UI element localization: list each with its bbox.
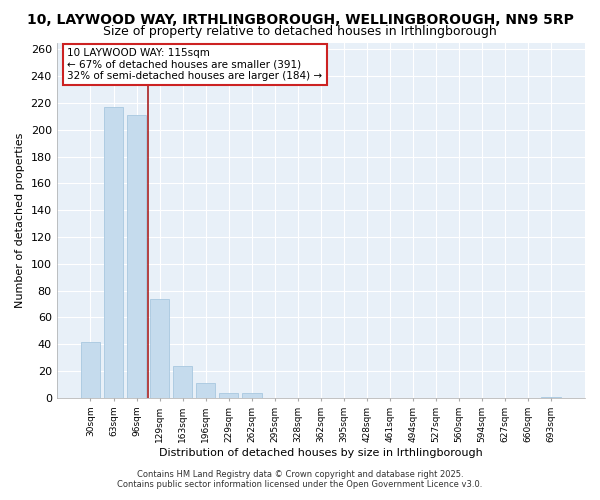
Text: 10 LAYWOOD WAY: 115sqm
← 67% of detached houses are smaller (391)
32% of semi-de: 10 LAYWOOD WAY: 115sqm ← 67% of detached… <box>67 48 322 81</box>
Bar <box>541 396 561 398</box>
Text: 10, LAYWOOD WAY, IRTHLINGBOROUGH, WELLINGBOROUGH, NN9 5RP: 10, LAYWOOD WAY, IRTHLINGBOROUGH, WELLIN… <box>26 12 574 26</box>
Bar <box>196 383 215 398</box>
Text: Size of property relative to detached houses in Irthlingborough: Size of property relative to detached ho… <box>103 25 497 38</box>
Bar <box>219 392 238 398</box>
Y-axis label: Number of detached properties: Number of detached properties <box>15 132 25 308</box>
Bar <box>80 342 100 398</box>
Bar <box>150 298 169 398</box>
Bar <box>127 115 146 398</box>
X-axis label: Distribution of detached houses by size in Irthlingborough: Distribution of detached houses by size … <box>159 448 483 458</box>
Bar <box>104 107 123 398</box>
Bar <box>173 366 193 398</box>
Bar <box>242 392 262 398</box>
Text: Contains HM Land Registry data © Crown copyright and database right 2025.
Contai: Contains HM Land Registry data © Crown c… <box>118 470 482 489</box>
